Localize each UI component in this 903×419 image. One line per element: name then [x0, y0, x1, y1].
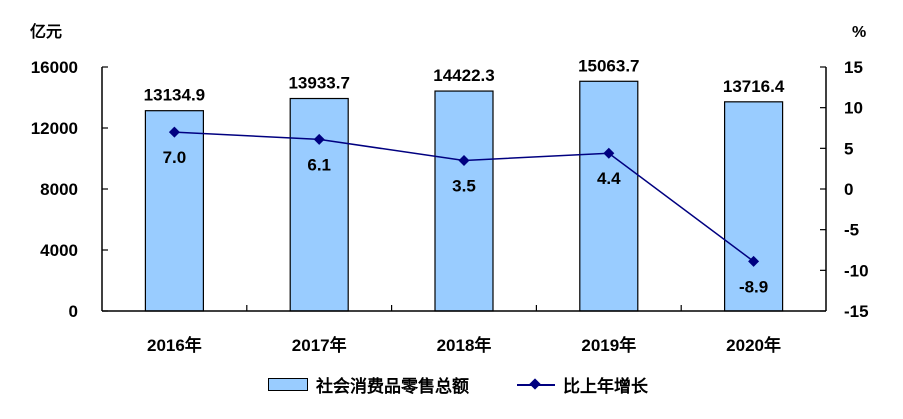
line-value-label: -8.9: [739, 277, 768, 296]
line-value-label: 4.4: [597, 169, 621, 188]
y-left-tick-label: 4000: [40, 241, 78, 260]
y-left-tick-label: 16000: [31, 58, 78, 77]
diamond-marker-icon: [603, 147, 615, 159]
legend: 社会消费品零售总额 比上年增长: [268, 372, 696, 397]
diamond-marker-icon: [313, 133, 325, 145]
legend-label-growth: 比上年增长: [563, 377, 648, 396]
x-tick-label: 2019年: [581, 335, 636, 355]
y-right-tick-label: 15: [844, 58, 863, 77]
bar: [723, 101, 784, 312]
y-right-tick-label: -15: [844, 302, 869, 321]
bar-value-label: 13134.9: [144, 86, 205, 105]
y-right-tick-label: 5: [844, 139, 853, 158]
x-tick-label: 2018年: [437, 335, 492, 355]
y-right-tick-label: -5: [844, 221, 859, 240]
line-value-label: 3.5: [452, 177, 476, 196]
y-left-tick-label: 0: [69, 302, 78, 321]
line-value-label: 6.1: [307, 155, 331, 174]
y-right-tick-label: 10: [844, 99, 863, 118]
legend-item-retail-sales: 社会消费品零售总额: [268, 372, 469, 397]
legend-item-growth: 比上年增长: [517, 372, 648, 397]
diamond-marker-icon: [748, 255, 760, 267]
x-tick-label: 2020年: [726, 335, 781, 355]
y-right-tick-label: -10: [844, 261, 869, 280]
line-value-label: 7.0: [163, 148, 187, 167]
bar-value-label: 13716.4: [723, 77, 785, 96]
y-left-tick-label: 8000: [40, 180, 78, 199]
bar-value-label: 14422.3: [433, 66, 494, 85]
bar: [434, 90, 494, 312]
diamond-marker-icon: [168, 126, 180, 138]
y-right-tick-label: 0: [844, 180, 853, 199]
x-tick-label: 2017年: [292, 335, 347, 355]
bar: [579, 80, 639, 312]
x-tick-label: 2016年: [147, 335, 202, 355]
bar: [144, 110, 204, 312]
bar-value-label: 15063.7: [578, 56, 639, 75]
bar: [289, 97, 349, 312]
bar-value-label: 13933.7: [288, 74, 349, 93]
line-diamond-swatch-icon: [517, 379, 555, 391]
diamond-marker-icon: [458, 155, 470, 167]
legend-label-retail-sales: 社会消费品零售总额: [316, 377, 469, 396]
y-right-unit-label: %: [852, 24, 866, 41]
bar-swatch-icon: [268, 378, 308, 391]
y-left-tick-label: 12000: [31, 119, 78, 138]
y-left-unit-label: 亿元: [30, 22, 62, 41]
